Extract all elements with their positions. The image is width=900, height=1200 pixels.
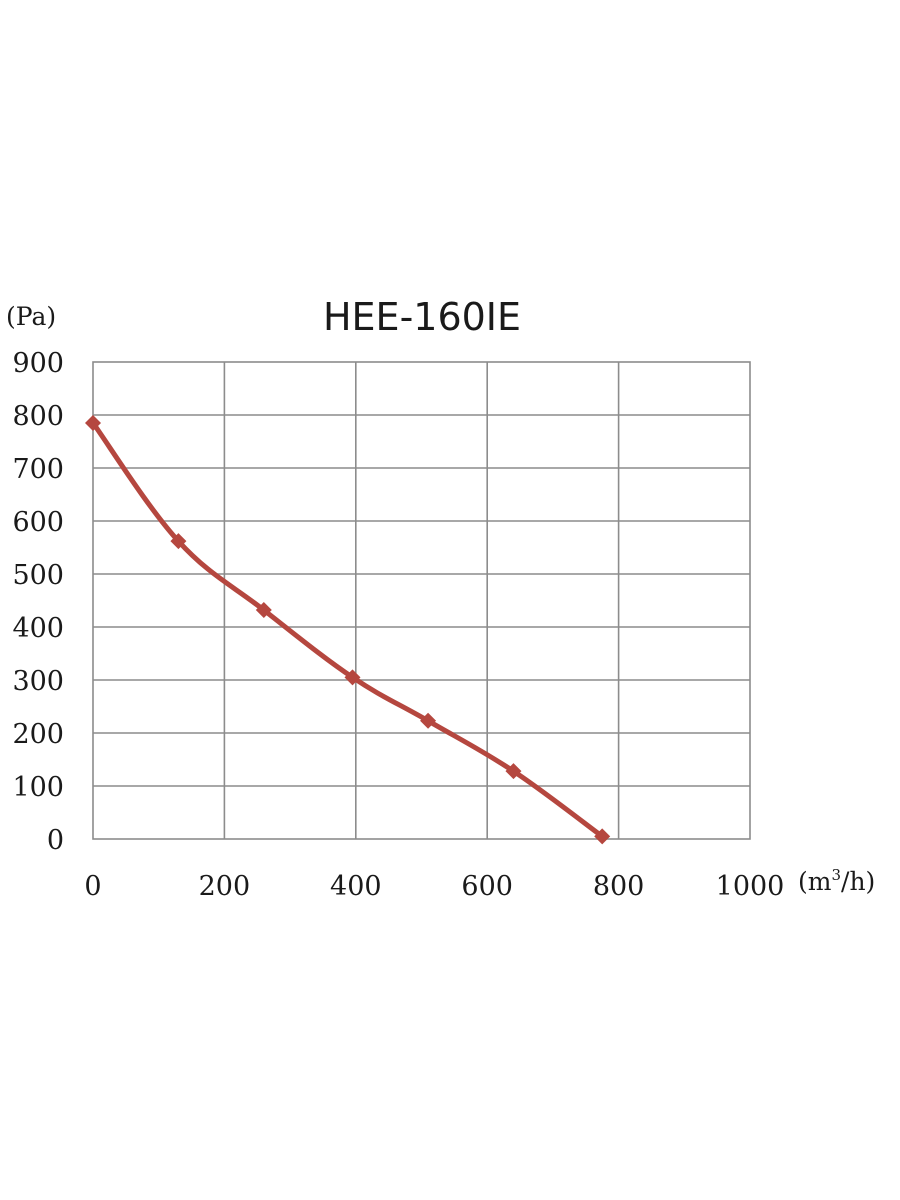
x-tick-label: 600 xyxy=(461,871,513,902)
x-axis-unit-superscript: 3 xyxy=(831,866,841,884)
x-axis-ticks: 0 200 400 600 800 1000 xyxy=(84,871,784,902)
plot-area-frame xyxy=(92,361,751,840)
data-point-diamond xyxy=(170,533,187,550)
y-tick-label: 900 xyxy=(12,348,64,379)
series-layer xyxy=(85,414,611,845)
data-point-diamond xyxy=(420,712,437,729)
x-axis-unit-label: (m3/h) xyxy=(798,866,875,896)
y-tick-label: 800 xyxy=(12,401,64,432)
y-tick-label: 600 xyxy=(12,507,64,538)
x-tick-label: 800 xyxy=(593,871,645,902)
y-tick-label: 200 xyxy=(12,719,64,750)
y-tick-label: 300 xyxy=(12,666,64,697)
data-point-diamond xyxy=(594,828,611,845)
x-axis-unit-suffix: /h) xyxy=(841,867,875,896)
grid-lines xyxy=(93,362,750,839)
x-tick-label: 400 xyxy=(330,871,382,902)
y-tick-label: 100 xyxy=(12,772,64,803)
series-line xyxy=(90,420,605,839)
data-point-diamond xyxy=(85,414,101,431)
y-tick-label: 0 xyxy=(47,825,64,856)
y-tick-label: 500 xyxy=(12,560,64,591)
data-point-diamond xyxy=(255,602,272,619)
y-axis-ticks: 0 100 200 300 400 500 600 700 800 900 xyxy=(12,348,64,856)
y-tick-label: 700 xyxy=(12,454,64,485)
chart-title: HEE-160IE xyxy=(323,295,521,339)
x-axis-unit-prefix: (m xyxy=(798,867,832,896)
data-point-diamond xyxy=(505,763,522,780)
x-tick-label: 0 xyxy=(84,871,101,902)
data-point-diamond xyxy=(344,669,361,686)
y-tick-label: 400 xyxy=(12,613,64,644)
x-tick-label: 1000 xyxy=(716,871,785,902)
x-tick-label: 200 xyxy=(199,871,251,902)
y-axis-unit-label: (Pa) xyxy=(6,302,56,331)
